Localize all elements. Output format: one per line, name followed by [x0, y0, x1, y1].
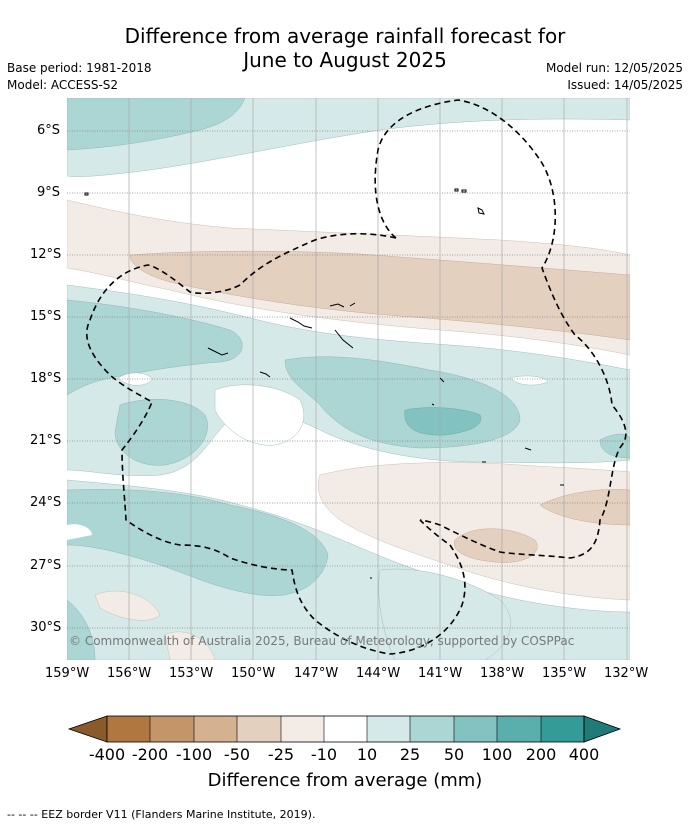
colorbar	[67, 715, 622, 743]
map-title-line2: June to August 2025	[243, 48, 447, 72]
cb-tick: -50	[223, 745, 251, 764]
cb-tick: 200	[525, 745, 557, 764]
cb-tick: 50	[443, 745, 465, 764]
lon-label-138w: 138°W	[480, 666, 525, 681]
lat-label-6s: 6°S	[37, 123, 61, 138]
cb-tick: 100	[481, 745, 513, 764]
model-name: Model: ACCESS-S2	[7, 78, 119, 92]
islands	[84, 188, 564, 579]
lon-label-156w: 156°W	[107, 666, 152, 681]
lat-label-15s: 15°S	[30, 309, 62, 324]
cb-tick: -100	[175, 745, 213, 764]
lon-label-153w: 153°W	[169, 666, 214, 681]
lat-label-27s: 27°S	[30, 558, 62, 573]
cb-tick: -200	[131, 745, 169, 764]
copyright-text: © Commonwealth of Australia 2025, Bureau…	[69, 634, 575, 648]
lat-label-30s: 30°S	[30, 620, 62, 635]
lon-label-159w: 159°W	[45, 666, 90, 681]
lon-label-144w: 144°W	[356, 666, 401, 681]
lat-label-21s: 21°S	[30, 433, 62, 448]
cb-tick: 25	[399, 745, 421, 764]
base-period: Base period: 1981-2018	[7, 61, 152, 75]
lon-label-135w: 135°W	[542, 666, 587, 681]
cb-tick: -400	[88, 745, 126, 764]
lon-label-150w: 150°W	[231, 666, 276, 681]
eez-legend-note: -- -- -- EEZ border V11 (Flanders Marine…	[7, 808, 316, 821]
anomaly-fields	[67, 98, 630, 660]
lon-label-147w: 147°W	[294, 666, 339, 681]
lat-label-24s: 24°S	[30, 495, 62, 510]
cb-tick: 400	[568, 745, 600, 764]
lon-label-141w: 141°W	[418, 666, 463, 681]
lat-label-12s: 12°S	[30, 247, 62, 262]
model-run: Model run: 12/05/2025	[545, 61, 683, 75]
eez-borders	[85, 99, 627, 655]
colorbar-title: Difference from average (mm)	[207, 770, 483, 791]
lon-label-132w: 132°W	[604, 666, 649, 681]
cb-tick: -10	[310, 745, 338, 764]
lat-label-9s: 9°S	[37, 185, 61, 200]
lat-label-18s: 18°S	[30, 371, 62, 386]
issued-date: Issued: 14/05/2025	[567, 78, 683, 92]
map-title-line1: Difference from average rainfall forecas…	[124, 24, 566, 48]
cb-tick: -25	[267, 745, 295, 764]
cb-tick: 10	[356, 745, 378, 764]
